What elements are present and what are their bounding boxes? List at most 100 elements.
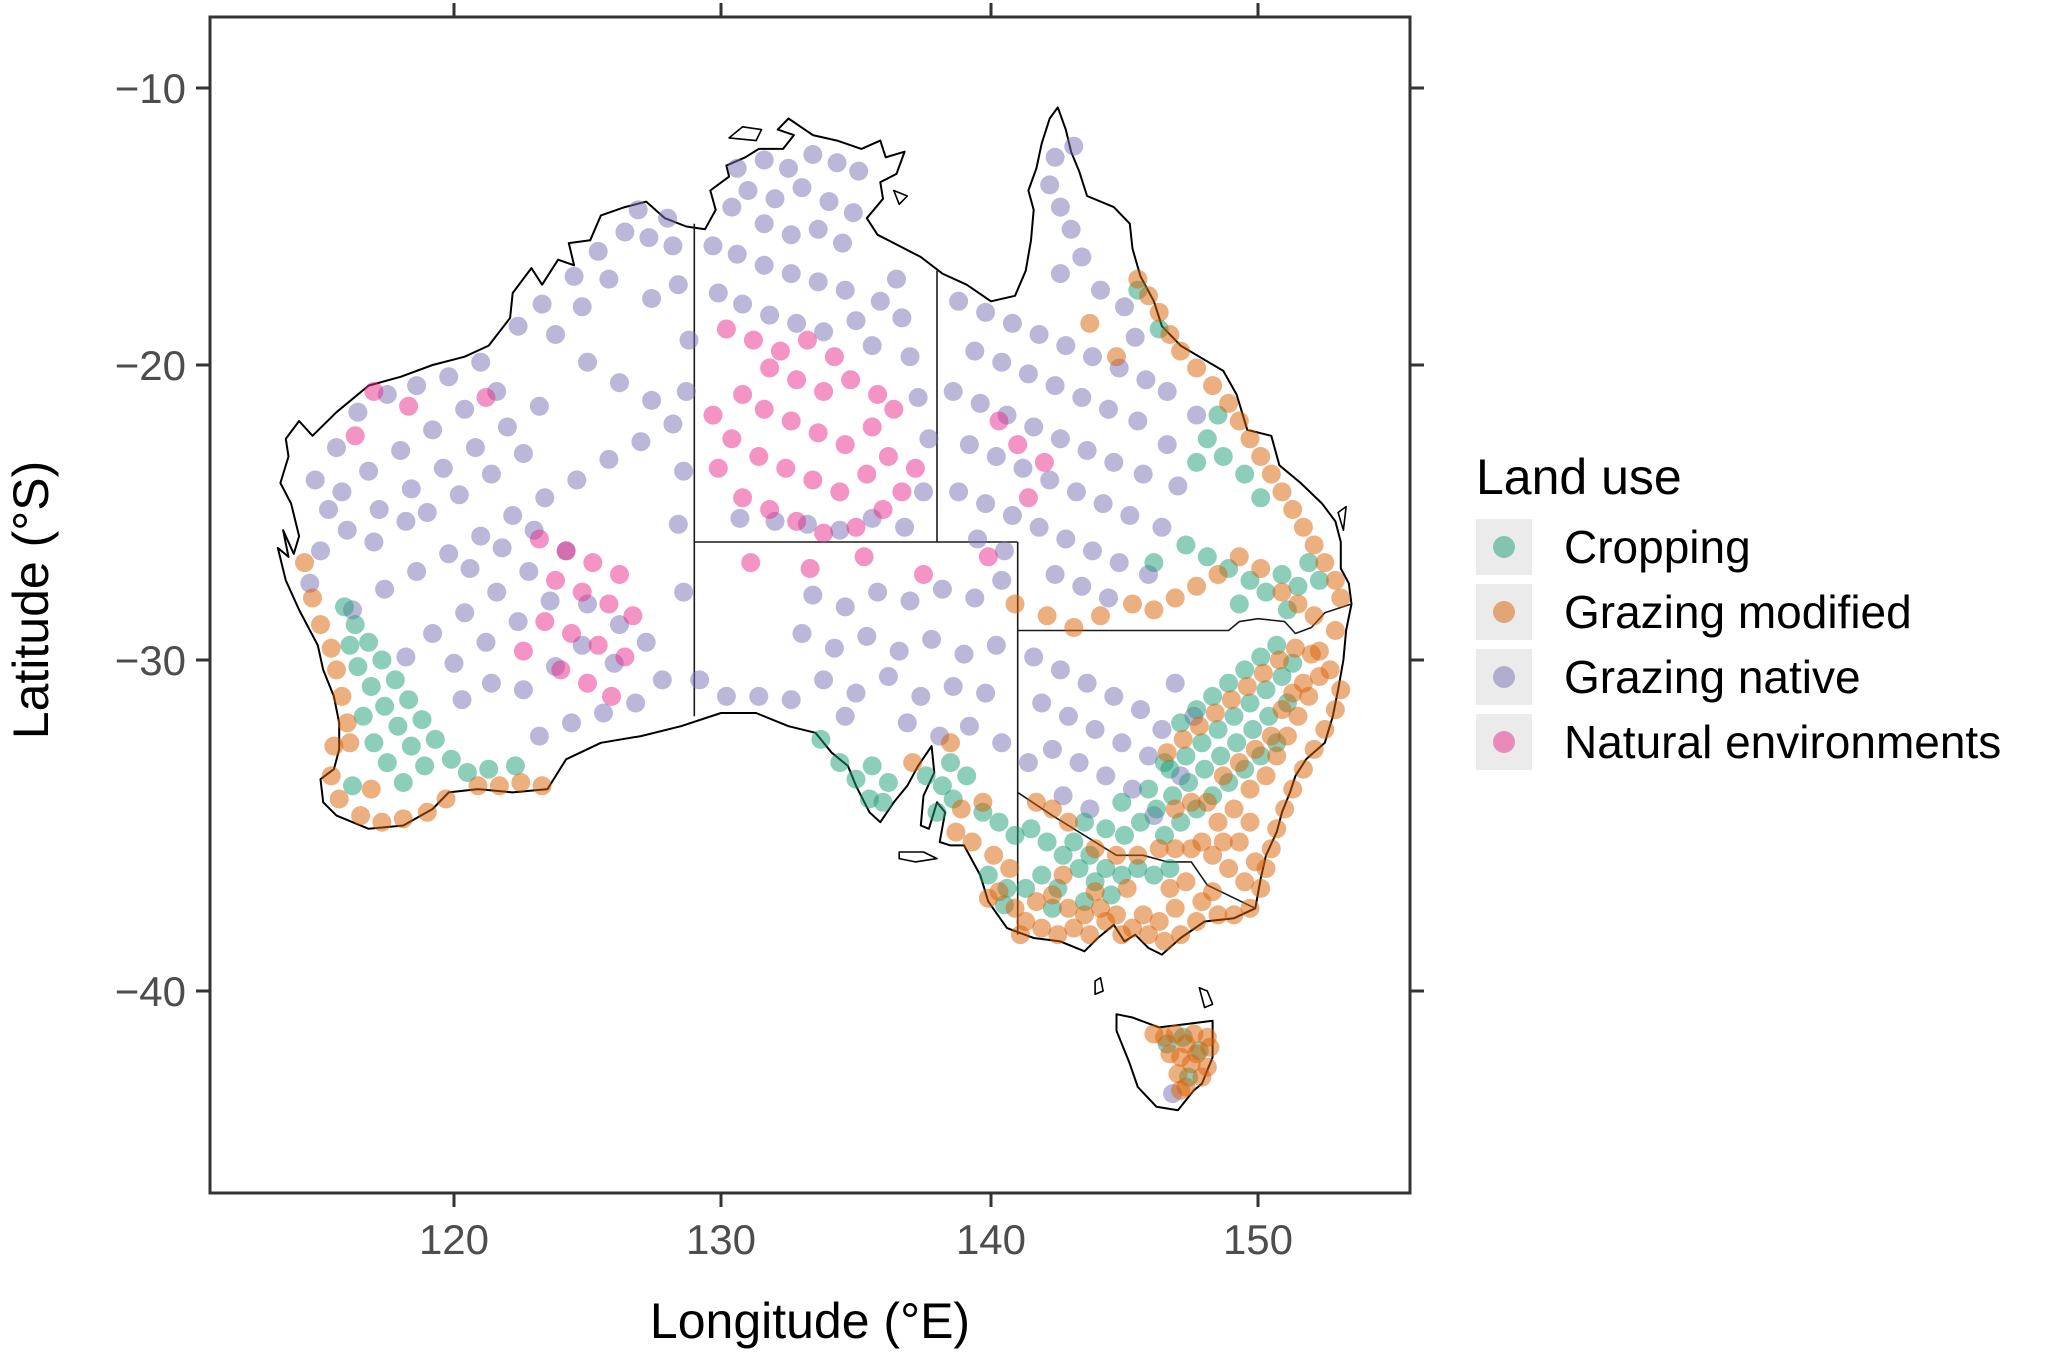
- data-point-grazing-modified: [1128, 269, 1148, 289]
- data-point-grazing-native: [529, 396, 549, 416]
- legend: Land use Cropping Grazing modified Grazi…: [1476, 449, 2001, 770]
- y-tick-label-40: −40: [115, 968, 186, 1015]
- data-point-grazing-native: [878, 667, 898, 686]
- data-point-grazing-modified: [1245, 852, 1265, 872]
- data-point-grazing-modified: [1042, 885, 1062, 905]
- data-point-grazing-native: [900, 347, 920, 367]
- data-point-natural-environments: [716, 319, 736, 339]
- data-point-cropping: [878, 773, 898, 792]
- data-point-grazing-modified: [1042, 799, 1062, 819]
- data-point-natural-environments: [770, 341, 790, 361]
- data-point-grazing-modified: [1240, 429, 1260, 449]
- data-point-grazing-native: [359, 461, 379, 481]
- data-point-grazing-modified: [1325, 621, 1345, 640]
- data-point-natural-environments: [743, 330, 763, 350]
- data-point-grazing-native: [1050, 660, 1070, 680]
- data-point-grazing-native: [765, 189, 785, 209]
- data-point-grazing-native: [808, 219, 828, 239]
- legend-title: Land use: [1476, 449, 1682, 505]
- data-point-grazing-native: [1096, 766, 1116, 786]
- data-point-grazing-native: [439, 367, 459, 387]
- data-point-grazing-native: [423, 420, 443, 440]
- data-point-grazing-native: [311, 541, 330, 561]
- data-point-grazing-native: [833, 233, 852, 253]
- data-point-grazing-modified: [1085, 882, 1105, 902]
- data-point-natural-environments: [892, 482, 912, 502]
- data-point-grazing-modified: [321, 638, 341, 658]
- data-point-grazing-native: [1029, 325, 1049, 344]
- data-point-natural-environments: [776, 458, 796, 478]
- data-point-grazing-native: [658, 208, 678, 228]
- data-point-cropping: [457, 763, 477, 782]
- data-point-grazing-native: [1002, 506, 1022, 525]
- data-point-natural-environments: [905, 458, 925, 478]
- data-point-cropping: [1037, 832, 1057, 852]
- data-point-grazing-modified: [1139, 925, 1158, 945]
- data-point-natural-environments: [1008, 435, 1028, 455]
- data-point-grazing-native: [401, 479, 421, 499]
- data-point-grazing-native: [674, 461, 694, 481]
- data-point-cropping: [415, 756, 435, 776]
- data-point-cropping: [401, 736, 421, 756]
- data-point-grazing-modified: [1189, 716, 1209, 736]
- data-point-cropping: [1171, 713, 1191, 733]
- data-point-grazing-native: [663, 236, 683, 256]
- data-point-grazing-modified: [962, 832, 982, 852]
- data-point-grazing-modified: [1325, 570, 1345, 590]
- data-point-grazing-native: [1050, 429, 1070, 449]
- data-point-cropping: [1112, 792, 1132, 812]
- data-point-grazing-native: [1133, 464, 1153, 484]
- data-point-grazing-modified: [1267, 819, 1287, 839]
- data-point-natural-environments: [868, 385, 888, 404]
- data-point-cropping: [989, 812, 1009, 832]
- coastline-island: [728, 126, 763, 142]
- data-point-grazing-modified: [1048, 925, 1068, 945]
- data-point-grazing-modified: [1005, 898, 1025, 918]
- data-point-natural-environments: [741, 553, 761, 573]
- data-point-grazing-native: [1072, 388, 1092, 407]
- data-point-grazing-modified: [1261, 464, 1281, 484]
- data-point-grazing-modified: [324, 736, 344, 756]
- data-point-grazing-native: [1053, 786, 1073, 806]
- data-point-grazing-native: [690, 670, 710, 690]
- data-point-grazing-native: [992, 733, 1012, 753]
- data-point-grazing-native: [703, 236, 723, 256]
- data-point-grazing-native: [954, 644, 974, 664]
- data-point-grazing-native: [716, 686, 736, 706]
- data-point-grazing-modified: [1293, 759, 1313, 779]
- data-point-grazing-modified: [361, 779, 381, 799]
- data-point-grazing-modified: [351, 806, 371, 826]
- scatter-points-layer: [295, 136, 1351, 1104]
- data-point-grazing-native: [1032, 693, 1052, 713]
- data-point-cropping: [388, 716, 408, 736]
- data-point-grazing-modified: [1080, 313, 1100, 333]
- data-point-grazing-native: [1013, 458, 1033, 478]
- data-point-grazing-native: [532, 294, 552, 314]
- data-point-cropping: [1208, 720, 1228, 739]
- data-point-grazing-native: [455, 399, 475, 419]
- data-point-grazing-modified: [1026, 892, 1046, 912]
- data-point-grazing-native: [943, 382, 963, 401]
- data-point-grazing-native: [1152, 720, 1172, 739]
- data-point-grazing-native: [676, 382, 696, 401]
- data-point-grazing-native: [900, 591, 920, 611]
- data-point-grazing-native: [911, 686, 931, 706]
- data-point-grazing-native: [417, 503, 437, 522]
- data-point-grazing-modified: [1165, 839, 1185, 859]
- legend-item-natural-environments: Natural environments: [1476, 714, 2001, 770]
- data-point-cropping: [957, 766, 977, 786]
- data-point-grazing-modified: [295, 553, 314, 573]
- data-point-grazing-native: [1152, 517, 1172, 537]
- data-point-grazing-native: [738, 181, 758, 200]
- data-point-grazing-native: [722, 197, 742, 217]
- data-point-grazing-modified: [1224, 905, 1244, 925]
- data-point-grazing-native: [819, 192, 839, 212]
- data-point-natural-environments: [623, 606, 643, 626]
- data-point-grazing-modified: [1160, 878, 1180, 898]
- data-point-cropping: [1243, 720, 1263, 739]
- data-point-cropping: [1251, 488, 1271, 508]
- data-point-grazing-modified: [1123, 594, 1142, 614]
- data-point-natural-environments: [989, 411, 1009, 431]
- data-point-grazing-modified: [984, 845, 1004, 865]
- data-point-grazing-native: [610, 615, 629, 635]
